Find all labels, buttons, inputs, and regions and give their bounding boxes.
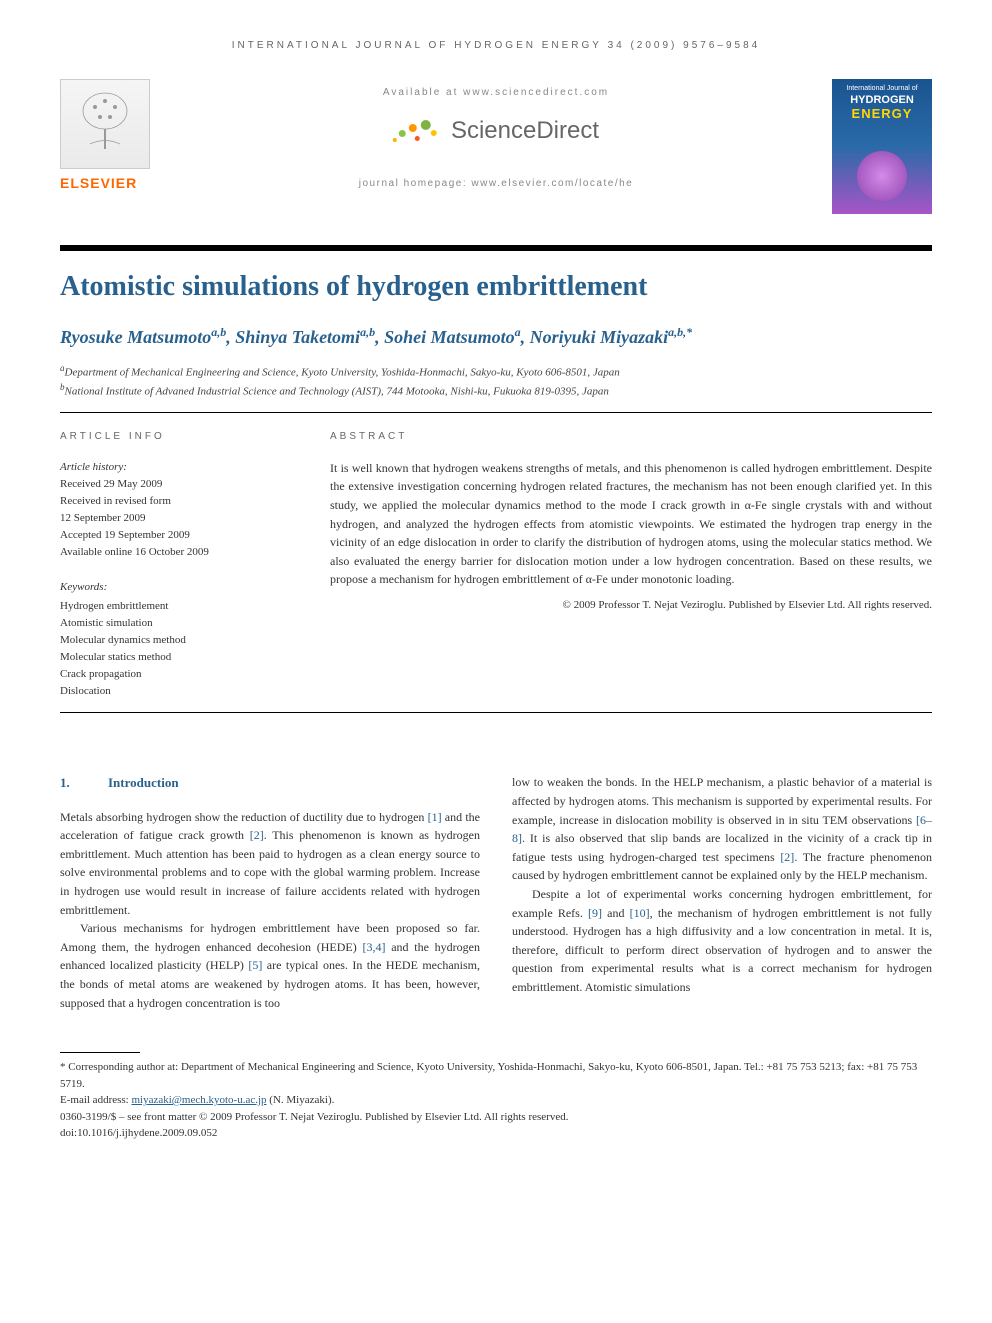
history-line: Received 29 May 2009 [60, 476, 290, 493]
article-title: Atomistic simulations of hydrogen embrit… [60, 271, 932, 303]
author-affil-sup: a [515, 325, 521, 339]
thick-divider [60, 245, 932, 251]
elsevier-wordmark: ELSEVIER [60, 175, 160, 191]
history-label: Article history: [60, 459, 290, 476]
sciencedirect-wordmark: ScienceDirect [451, 117, 599, 145]
doi-line: doi:10.1016/j.ijhydene.2009.09.052 [60, 1125, 932, 1142]
body-paragraph: Metals absorbing hydrogen show the reduc… [60, 808, 480, 920]
footnote-rule [60, 1052, 140, 1053]
author-name: Shinya Taketomi [235, 327, 360, 347]
body-paragraph: Various mechanisms for hydrogen embrittl… [60, 919, 480, 1012]
citation-link[interactable]: [1] [428, 810, 442, 824]
body-column-right: low to weaken the bonds. In the HELP mec… [512, 773, 932, 1012]
corresponding-author-note: * Corresponding author at: Department of… [60, 1059, 932, 1092]
author-affil-sup: a,b [211, 325, 226, 339]
email-link[interactable]: miyazaki@mech.kyoto-u.ac.jp [131, 1094, 266, 1106]
elsevier-logo: ELSEVIER [60, 79, 160, 191]
keywords-label: Keywords: [60, 579, 290, 596]
keyword-item: Molecular statics method [60, 649, 290, 666]
body-paragraph: low to weaken the bonds. In the HELP mec… [512, 773, 932, 885]
author-list: Ryosuke Matsumotoa,b, Shinya Taketomia,b… [60, 325, 932, 348]
citation-link[interactable]: [5] [248, 958, 262, 972]
affiliation-list: aDepartment of Mechanical Engineering an… [60, 362, 932, 400]
history-line: Available online 16 October 2009 [60, 544, 290, 561]
branding-row: ELSEVIER Available at www.sciencedirect.… [60, 79, 932, 239]
citation-link[interactable]: [2] [250, 828, 264, 842]
journal-cover-thumbnail: International Journal of HYDROGEN ENERGY [832, 79, 932, 214]
thin-divider [60, 712, 932, 713]
article-history: Article history: Received 29 May 2009 Re… [60, 459, 290, 561]
history-line: 12 September 2009 [60, 510, 290, 527]
keyword-item: Molecular dynamics method [60, 632, 290, 649]
cover-line2: HYDROGEN [838, 94, 926, 106]
body-column-left: 1.Introduction Metals absorbing hydrogen… [60, 773, 480, 1012]
cover-line1: International Journal of [838, 85, 926, 92]
thin-divider [60, 412, 932, 413]
center-branding: Available at www.sciencedirect.com Scien… [359, 87, 633, 189]
sciencedirect-logo[interactable]: ScienceDirect [359, 116, 633, 146]
keywords-block: Keywords: Hydrogen embrittlement Atomist… [60, 579, 290, 700]
abstract-block: ABSTRACT It is well known that hydrogen … [330, 429, 932, 700]
email-line: E-mail address: miyazaki@mech.kyoto-u.ac… [60, 1092, 932, 1109]
running-head: INTERNATIONAL JOURNAL OF HYDROGEN ENERGY… [60, 40, 932, 51]
journal-homepage-text: journal homepage: www.elsevier.com/locat… [359, 178, 633, 189]
footer-block: * Corresponding author at: Department of… [60, 1052, 932, 1142]
history-line: Accepted 19 September 2009 [60, 527, 290, 544]
abstract-text: It is well known that hydrogen weakens s… [330, 459, 932, 589]
body-two-column: 1.Introduction Metals absorbing hydrogen… [60, 773, 932, 1012]
keyword-item: Crack propagation [60, 666, 290, 683]
article-info-label: ARTICLE INFO [60, 429, 290, 445]
affiliation-line: bNational Institute of Advaned Industria… [60, 381, 932, 400]
citation-link[interactable]: [9] [588, 906, 602, 920]
issn-line: 0360-3199/$ – see front matter © 2009 Pr… [60, 1109, 932, 1126]
cover-graphic-icon [857, 151, 907, 201]
author-affil-sup: a,b [360, 325, 375, 339]
copyright-line: © 2009 Professor T. Nejat Veziroglu. Pub… [330, 597, 932, 614]
citation-link[interactable]: [2] [780, 850, 794, 864]
citation-link[interactable]: [10] [630, 906, 650, 920]
section-title: Introduction [108, 775, 179, 790]
article-info-block: ARTICLE INFO Article history: Received 2… [60, 429, 290, 700]
author-name: Sohei Matsumoto [384, 327, 515, 347]
info-abstract-row: ARTICLE INFO Article history: Received 2… [60, 429, 932, 700]
elsevier-tree-icon [60, 79, 150, 169]
affiliation-line: aDepartment of Mechanical Engineering an… [60, 362, 932, 381]
keyword-item: Atomistic simulation [60, 615, 290, 632]
keyword-item: Dislocation [60, 683, 290, 700]
body-paragraph: Despite a lot of experimental works conc… [512, 885, 932, 997]
section-number: 1. [60, 773, 108, 793]
section-heading: 1.Introduction [60, 773, 480, 793]
cover-line3: ENERGY [838, 106, 926, 121]
history-line: Received in revised form [60, 493, 290, 510]
available-at-text: Available at www.sciencedirect.com [359, 87, 633, 98]
author-name: Ryosuke Matsumoto [60, 327, 211, 347]
author-name: Noriyuki Miyazaki [530, 327, 669, 347]
author-affil-sup: a,b,* [668, 325, 692, 339]
citation-link[interactable]: [3,4] [362, 940, 385, 954]
keyword-item: Hydrogen embrittlement [60, 598, 290, 615]
abstract-label: ABSTRACT [330, 429, 932, 445]
sciencedirect-dots-icon [393, 116, 443, 146]
